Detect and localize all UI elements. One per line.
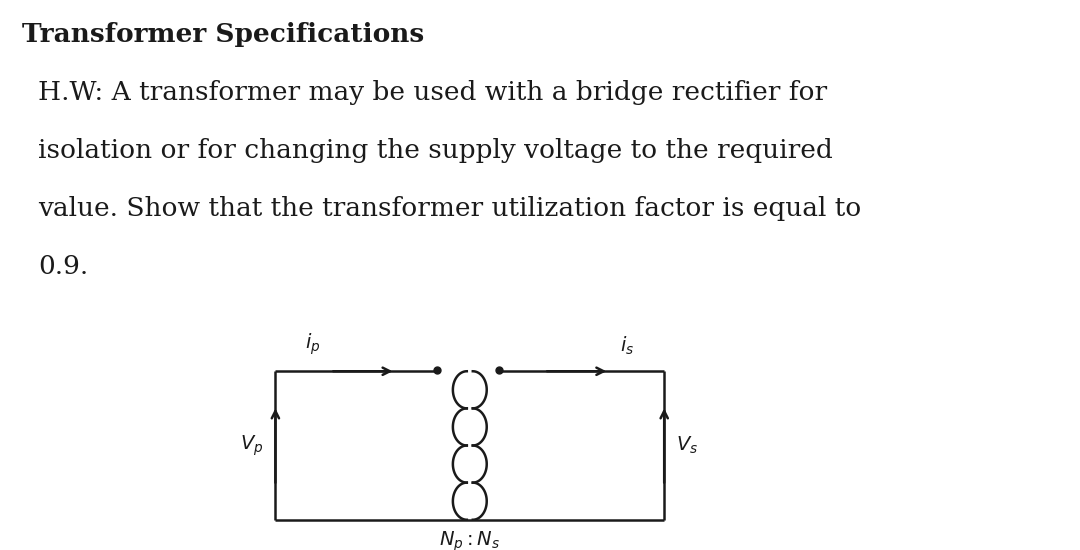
Text: H.W: A transformer may be used with a bridge rectifier for: H.W: A transformer may be used with a br… xyxy=(38,80,827,105)
Text: $V_s$: $V_s$ xyxy=(676,435,699,456)
Text: 0.9.: 0.9. xyxy=(38,254,89,279)
Text: $i_s$: $i_s$ xyxy=(620,335,634,358)
Text: value. Show that the transformer utilization factor is equal to: value. Show that the transformer utiliza… xyxy=(38,196,861,221)
Text: $V_p$: $V_p$ xyxy=(240,433,264,458)
Text: $N_p : N_s$: $N_p : N_s$ xyxy=(440,530,500,550)
Text: $i_p$: $i_p$ xyxy=(306,332,321,358)
Text: isolation or for changing the supply voltage to the required: isolation or for changing the supply vol… xyxy=(38,138,833,163)
Text: Transformer Specifications: Transformer Specifications xyxy=(22,22,424,47)
